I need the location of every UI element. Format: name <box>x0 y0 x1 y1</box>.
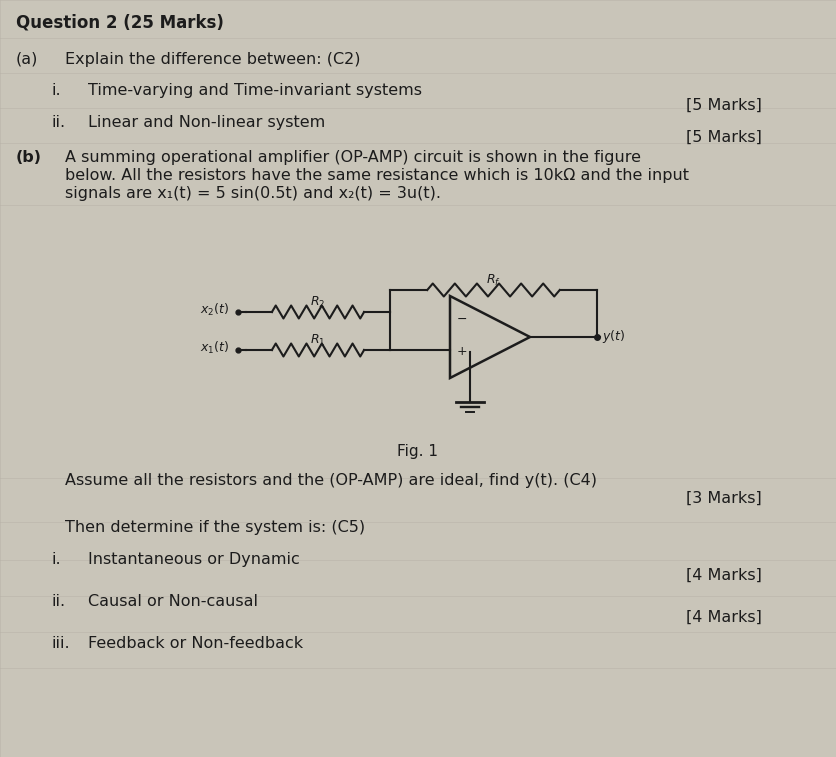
Text: below. All the resistors have the same resistance which is 10kΩ and the input: below. All the resistors have the same r… <box>65 168 688 183</box>
Text: [4 Marks]: [4 Marks] <box>686 610 761 625</box>
Text: [4 Marks]: [4 Marks] <box>686 568 761 583</box>
Text: ii.: ii. <box>52 115 66 130</box>
Text: $x_2(t)$: $x_2(t)$ <box>200 302 229 318</box>
Text: [5 Marks]: [5 Marks] <box>686 130 761 145</box>
Text: Explain the difference between: (C2): Explain the difference between: (C2) <box>65 52 360 67</box>
Text: Assume all the resistors and the (OP-AMP) are ideal, find y(t). (C4): Assume all the resistors and the (OP-AMP… <box>65 473 596 488</box>
Text: (b): (b) <box>16 150 42 165</box>
Text: $y(t)$: $y(t)$ <box>601 328 624 345</box>
Text: Feedback or Non-feedback: Feedback or Non-feedback <box>88 636 303 651</box>
Text: A summing operational amplifier (OP-AMP) circuit is shown in the figure: A summing operational amplifier (OP-AMP)… <box>65 150 640 165</box>
Text: $R_1$: $R_1$ <box>310 333 325 348</box>
Text: [3 Marks]: [3 Marks] <box>686 491 761 506</box>
Text: Time-varying and Time-invariant systems: Time-varying and Time-invariant systems <box>88 83 421 98</box>
Text: iii.: iii. <box>52 636 70 651</box>
Text: $R_f$: $R_f$ <box>486 273 500 288</box>
Text: +: + <box>456 345 467 358</box>
Text: Instantaneous or Dynamic: Instantaneous or Dynamic <box>88 552 299 567</box>
Text: (a): (a) <box>16 52 38 67</box>
Text: Fig. 1: Fig. 1 <box>397 444 438 459</box>
Text: Then determine if the system is: (C5): Then determine if the system is: (C5) <box>65 520 364 535</box>
Text: $x_1(t)$: $x_1(t)$ <box>200 340 229 356</box>
Text: Linear and Non-linear system: Linear and Non-linear system <box>88 115 325 130</box>
Text: Question 2 (25 Marks): Question 2 (25 Marks) <box>16 14 223 32</box>
Text: $R_2$: $R_2$ <box>310 295 325 310</box>
Text: −: − <box>456 313 467 326</box>
Text: Causal or Non-causal: Causal or Non-causal <box>88 594 257 609</box>
Text: ii.: ii. <box>52 594 66 609</box>
Text: i.: i. <box>52 83 62 98</box>
Text: [5 Marks]: [5 Marks] <box>686 98 761 113</box>
Text: i.: i. <box>52 552 62 567</box>
Text: signals are x₁(t) = 5 sin(0.5t) and x₂(t) = 3u(t).: signals are x₁(t) = 5 sin(0.5t) and x₂(t… <box>65 186 441 201</box>
